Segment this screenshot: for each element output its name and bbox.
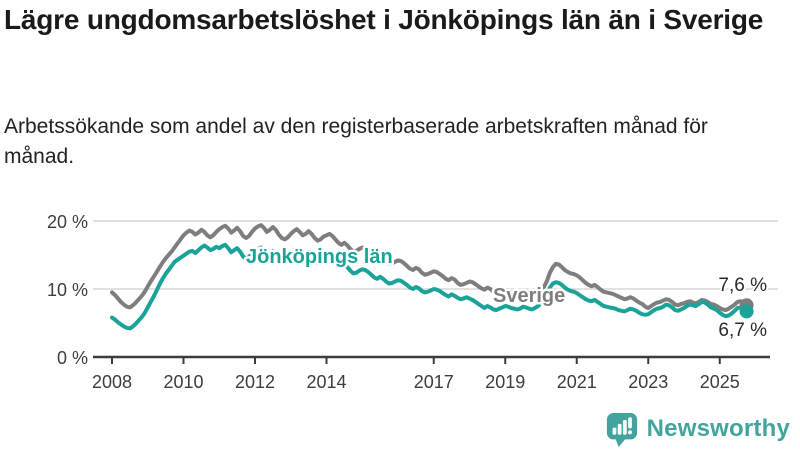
- end-value-label-j-nk-pings-l-n: 6,7 %: [718, 320, 767, 341]
- x-tick-label-2012: 2012: [235, 372, 275, 392]
- end-value-label-sverige: 7,6 %: [718, 275, 767, 296]
- brand-name: Newsworthy: [646, 415, 790, 442]
- series-line-j-nk-pings-l-n: [110, 242, 749, 331]
- y-tick-label-20pct: 20 %: [47, 212, 88, 232]
- x-tick-label-2014: 2014: [306, 372, 346, 392]
- series-label-j-nk-pings-l-n: Jönköpings län: [246, 246, 393, 268]
- newsworthy-logo-icon: [606, 412, 637, 447]
- x-tick-label-2010: 2010: [163, 372, 203, 392]
- brand-footer: Newsworthy: [605, 410, 790, 448]
- x-tick-label-2023: 2023: [628, 372, 668, 392]
- x-tick-label-2017: 2017: [414, 372, 454, 392]
- x-tick-label-2025: 2025: [700, 372, 740, 392]
- line-chart: 2008 2010 2012 2014 2017 2019 2021 2023 2025 0 % 1…: [47, 212, 778, 392]
- chart-title: Lägre ungdomsarbetslöshet i Jönköpings l…: [4, 4, 764, 35]
- y-tick-label-0pct: 0 %: [57, 348, 88, 368]
- y-tick-label-10pct: 10 %: [47, 280, 88, 300]
- series-label-sverige: Sverige: [493, 285, 565, 307]
- series-end-dot-j-nk-pings-l-n: [739, 304, 754, 319]
- x-tick-label-2021: 2021: [557, 372, 597, 392]
- x-tick-label-2019: 2019: [485, 372, 525, 392]
- x-tick-label-2008: 2008: [92, 372, 132, 392]
- series-line-sverige: [110, 223, 749, 313]
- chart-subtitle: Arbetssökande som andel av den registerb…: [4, 115, 708, 168]
